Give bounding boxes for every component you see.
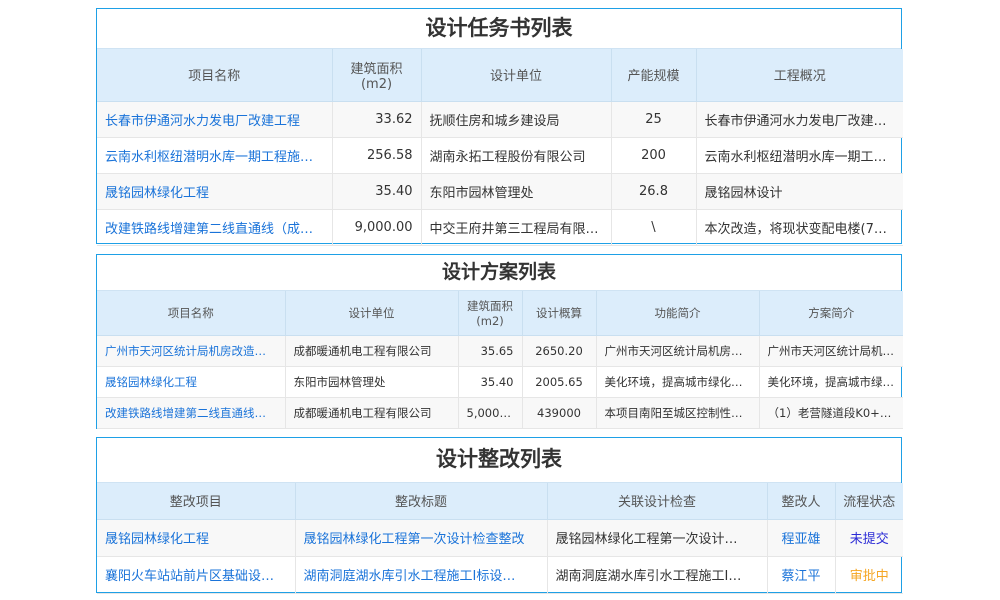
table-cell: 200 (611, 137, 697, 174)
table-cell: 本次改造，将现状变配电楼(7#… (696, 209, 903, 246)
link-cell[interactable]: 长春市伊通河水力发电厂改建工程 (97, 101, 333, 138)
table-header: 项目名称 设计单位 建筑面积 (m2) 设计概算 功能简介 方案简介 (97, 291, 903, 336)
column-header[interactable]: 功能简介 (596, 291, 760, 336)
table-header: 整改项目 整改标题 关联设计检查 整改人 流程状态 (97, 483, 903, 520)
status-cell: 审批中 (835, 556, 903, 594)
column-header[interactable]: 关联设计检查 (547, 483, 768, 520)
table-cell: 长春市伊通河水力发电厂改建… (696, 101, 903, 138)
data-table: 项目名称 建筑面积 (m2) 设计单位 产能规模 工程概况 长春市伊通河水力发电厂改建工程… (97, 49, 903, 246)
column-header[interactable]: 流程状态 (835, 483, 903, 520)
table-row[interactable]: 广州市天河区统计局机房改造… 成都暖通机电工程有限公司 35.65 2650.20 广州… (97, 335, 903, 367)
link-cell[interactable]: 晟铭园林绿化工程第一次设计检查整改 (295, 519, 548, 557)
table-cell: 26.8 (611, 173, 697, 210)
table-cell: 美化环境，提高城市绿化… (596, 366, 760, 398)
column-header[interactable]: 项目名称 (97, 49, 333, 102)
table-cell: 东阳市园林管理处 (421, 173, 612, 210)
table-row[interactable]: 晟铭园林绿化工程 东阳市园林管理处 35.40 2005.65 美化环境，提高城市绿化…… (97, 366, 903, 398)
panel-title: 设计整改列表 (97, 438, 901, 483)
table-cell: 9,000.00 (332, 209, 422, 246)
table-cell: 广州市天河区统计局机房… (759, 335, 903, 367)
column-header[interactable]: 设计单位 (421, 49, 612, 102)
link-cell[interactable]: 改建铁路线增建第二线直通线… (97, 397, 286, 429)
table-row[interactable]: 晟铭园林绿化工程 35.40 东阳市园林管理处 26.8 晟铭园林设计 (97, 173, 903, 210)
table-cell: 439000 (522, 397, 597, 429)
status-cell: 未提交 (835, 519, 903, 557)
column-header[interactable]: 建筑面积 (m2) (332, 49, 422, 102)
column-header[interactable]: 项目名称 (97, 291, 286, 336)
link-cell[interactable]: 云南水利枢纽潜明水库一期工程施… (97, 137, 333, 174)
table-cell: 35.65 (458, 335, 523, 367)
link-cell[interactable]: 改建铁路线增建第二线直通线（成… (97, 209, 333, 246)
table-cell: 云南水利枢纽潜明水库一期工… (696, 137, 903, 174)
panel-title: 设计方案列表 (97, 255, 901, 291)
link-cell[interactable]: 广州市天河区统计局机房改造… (97, 335, 286, 367)
link-cell[interactable]: 湖南洞庭湖水库引水工程施工I标设… (295, 556, 548, 594)
table-cell: 33.62 (332, 101, 422, 138)
table-cell: 抚顺住房和城乡建设局 (421, 101, 612, 138)
table-cell: 成都暖通机电工程有限公司 (285, 335, 459, 367)
column-header[interactable]: 产能规模 (611, 49, 697, 102)
column-header[interactable]: 方案简介 (759, 291, 903, 336)
table-cell: 25 (611, 101, 697, 138)
link-cell[interactable]: 蔡江平 (767, 556, 836, 594)
table-header: 项目名称 建筑面积 (m2) 设计单位 产能规模 工程概况 (97, 49, 903, 102)
table-cell: 广州市天河区统计局机房… (596, 335, 760, 367)
table-cell: 本项目南阳至城区控制性… (596, 397, 760, 429)
table-row[interactable]: 改建铁路线增建第二线直通线（成… 9,000.00 中交王府井第三工程局有限… \ 本次… (97, 209, 903, 246)
design-task-list-panel: 设计任务书列表 项目名称 建筑面积 (m2) 设计单位 产能规模 工程概况 长春市伊通河水力… (96, 8, 903, 246)
table-cell: 湖南洞庭湖水库引水工程施工I… (547, 556, 768, 594)
column-header[interactable]: 设计单位 (285, 291, 459, 336)
table-row[interactable]: 晟铭园林绿化工程 晟铭园林绿化工程第一次设计检查整改 晟铭园林绿化工程第一次设计… 程… (97, 519, 903, 557)
link-cell[interactable]: 襄阳火车站站前片区基础设… (97, 556, 296, 594)
table-cell: 2650.20 (522, 335, 597, 367)
table-cell: 成都暖通机电工程有限公司 (285, 397, 459, 429)
table-cell: 256.58 (332, 137, 422, 174)
table-cell: 35.40 (458, 366, 523, 398)
table-cell: 中交王府井第三工程局有限… (421, 209, 612, 246)
design-rectification-list-panel: 设计整改列表 整改项目 整改标题 关联设计检查 整改人 流程状态 晟铭园林绿化工程 晟铭园林绿… (96, 437, 903, 594)
table-cell: 湖南永拓工程股份有限公司 (421, 137, 612, 174)
link-cell[interactable]: 晟铭园林绿化工程 (97, 366, 286, 398)
table-cell: 美化环境，提高城市绿化… (759, 366, 903, 398)
data-table: 整改项目 整改标题 关联设计检查 整改人 流程状态 晟铭园林绿化工程 晟铭园林绿化工程第一次… (97, 483, 903, 594)
table-cell: \ (611, 209, 697, 246)
table-row[interactable]: 襄阳火车站站前片区基础设… 湖南洞庭湖水库引水工程施工I标设… 湖南洞庭湖水库引水工… (97, 556, 903, 594)
link-cell[interactable]: 晟铭园林绿化工程 (97, 173, 333, 210)
table-cell: （1）老营隧道段K0+000… (759, 397, 903, 429)
table-cell: 35.40 (332, 173, 422, 210)
table-row[interactable]: 云南水利枢纽潜明水库一期工程施… 256.58 湖南永拓工程股份有限公司 200 云南水… (97, 137, 903, 174)
column-header[interactable]: 整改人 (767, 483, 836, 520)
link-cell[interactable]: 晟铭园林绿化工程 (97, 519, 296, 557)
column-header[interactable]: 整改项目 (97, 483, 296, 520)
table-cell: 晟铭园林设计 (696, 173, 903, 210)
column-header[interactable]: 设计概算 (522, 291, 597, 336)
table-row[interactable]: 长春市伊通河水力发电厂改建工程 33.62 抚顺住房和城乡建设局 25 长春市伊通河水力… (97, 101, 903, 138)
design-plan-list-panel: 设计方案列表 项目名称 设计单位 建筑面积 (m2) 设计概算 功能简介 方案简介 广州市天河… (96, 254, 903, 429)
data-table: 项目名称 设计单位 建筑面积 (m2) 设计概算 功能简介 方案简介 广州市天河区统计局机房… (97, 291, 903, 429)
table-cell: 2005.65 (522, 366, 597, 398)
table-cell: 晟铭园林绿化工程第一次设计… (547, 519, 768, 557)
link-cell[interactable]: 程亚雄 (767, 519, 836, 557)
table-cell: 5,000.00 (458, 397, 523, 429)
panel-title: 设计任务书列表 (97, 9, 901, 49)
column-header[interactable]: 工程概况 (696, 49, 903, 102)
table-cell: 东阳市园林管理处 (285, 366, 459, 398)
column-header[interactable]: 整改标题 (295, 483, 548, 520)
table-row[interactable]: 改建铁路线增建第二线直通线… 成都暖通机电工程有限公司 5,000.00 439000… (97, 397, 903, 429)
column-header[interactable]: 建筑面积 (m2) (458, 291, 523, 336)
